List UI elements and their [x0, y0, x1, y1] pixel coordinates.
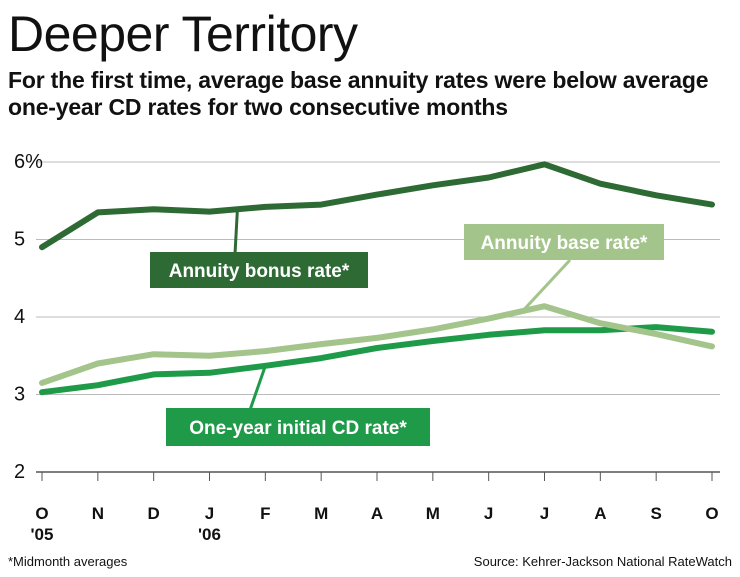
y-tick-label: 3: [14, 384, 25, 406]
legend-annuity-base-box: [464, 224, 664, 260]
x-tick-label: O: [705, 504, 718, 523]
year-label: '05: [31, 525, 54, 544]
x-tick-label: J: [205, 504, 214, 523]
series-line-cd-rate: [39, 324, 715, 396]
chart-subtitle: For the first time, average base annuity…: [8, 67, 709, 120]
x-tick-label: J: [540, 504, 549, 523]
series-line-annuity-bonus: [39, 161, 715, 251]
x-tick-label: A: [594, 504, 606, 523]
legend-annuity-base-text: Annuity base rate*: [481, 233, 648, 254]
footnote: *Midmonth averages: [8, 554, 128, 569]
chart-title: Deeper Territory: [8, 6, 358, 62]
legend-annuity-bonus-text: Annuity bonus rate*: [169, 261, 350, 282]
source-note: Source: Kehrer-Jackson National RateWatc…: [473, 554, 732, 569]
y-tick-label: 2: [14, 461, 25, 483]
x-tick-label: D: [148, 504, 160, 523]
legend-annuity-bonus-box: [150, 252, 368, 288]
y-tick-label: 4: [14, 306, 25, 328]
x-tick-label: N: [92, 504, 104, 523]
label-leader: [521, 258, 572, 313]
x-tick-label: S: [650, 504, 661, 523]
legend-cd-rate-box: [166, 408, 430, 446]
x-tick-label: J: [484, 504, 493, 523]
y-tick-label: 6%: [14, 151, 43, 173]
x-tick-label: O: [35, 504, 48, 523]
label-leader: [248, 365, 267, 411]
y-tick-label: 5: [14, 229, 25, 251]
x-tick-label: A: [371, 504, 383, 523]
x-tick-label: F: [260, 504, 270, 523]
series-line-annuity-base: [39, 303, 715, 386]
year-label: '06: [198, 525, 221, 544]
x-tick-label: M: [314, 504, 328, 523]
label-leader: [233, 209, 239, 255]
legend-cd-rate-text: One-year initial CD rate*: [189, 418, 407, 439]
x-tick-label: M: [426, 504, 440, 523]
